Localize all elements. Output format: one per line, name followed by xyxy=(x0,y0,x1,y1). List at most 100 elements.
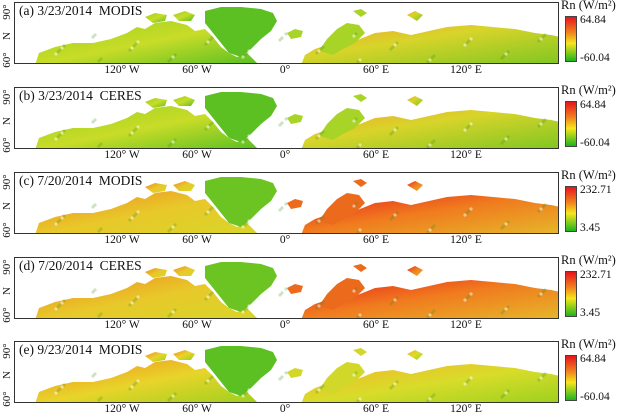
map-texture-dot xyxy=(352,373,356,377)
map-texture-dot xyxy=(358,313,362,317)
map-texture-dot xyxy=(58,48,62,52)
map-texture-dot xyxy=(62,129,66,133)
panel-title: (b) 3/23/2014 CERES xyxy=(19,88,142,103)
arctic-island xyxy=(173,266,195,276)
map-texture-dot xyxy=(467,378,471,382)
colorbar-min-label: 3.45 xyxy=(580,222,601,234)
map-frame: (a) 3/23/2014 MODIS xyxy=(14,2,559,64)
map-texture-dot xyxy=(60,301,64,305)
map-texture-dot xyxy=(136,125,140,129)
map-texture-dot xyxy=(278,38,282,42)
map-texture-dot xyxy=(354,287,358,291)
longitude-tick-label: 0° xyxy=(279,319,291,331)
map-texture-dot xyxy=(391,300,395,304)
map-texture-dot xyxy=(391,45,395,49)
map-texture-dot xyxy=(393,298,397,302)
map-texture-dot xyxy=(389,302,393,306)
map-texture-dot xyxy=(206,125,210,129)
map-texture-dot xyxy=(245,306,249,310)
latitude-axis: 90° N 60° xyxy=(1,87,13,152)
map-texture-dot xyxy=(354,32,358,36)
map-texture-dot xyxy=(93,372,97,376)
map-texture-dot xyxy=(58,218,62,222)
map-texture-dot xyxy=(282,204,286,208)
map-texture-dot xyxy=(99,227,103,231)
map-texture-dot xyxy=(432,224,436,228)
map-texture-dot xyxy=(537,294,541,298)
map-texture-dot xyxy=(430,141,434,145)
map-texture-dot xyxy=(171,225,175,229)
map-texture-dot xyxy=(319,47,323,51)
map-texture-dot xyxy=(469,207,473,211)
map-texture-dot xyxy=(317,134,321,138)
map-texture-dot xyxy=(430,56,434,60)
map-texture-dot xyxy=(173,223,177,227)
map-texture-dot xyxy=(539,292,543,296)
longitude-tick-label: 120° E xyxy=(450,149,482,161)
map-texture-dot xyxy=(319,217,323,221)
map-texture-dot xyxy=(241,225,245,229)
map-texture-dot xyxy=(539,37,543,41)
arctic-island xyxy=(407,181,423,191)
longitude-tick-label: 120° E xyxy=(450,234,482,246)
map-texture-dot xyxy=(173,308,177,312)
map-texture-dot xyxy=(93,203,97,207)
map-texture-dot xyxy=(54,52,58,56)
map-texture-dot xyxy=(280,206,284,210)
longitude-tick-label: 120° W xyxy=(104,234,140,246)
arctic-island xyxy=(407,96,423,106)
map-texture-dot xyxy=(243,138,247,142)
colorbar-unit-label: Rn (W/m²) xyxy=(561,253,616,267)
map-texture-dot xyxy=(247,304,251,308)
map-texture-dot xyxy=(169,312,173,316)
map-texture-dot xyxy=(463,128,467,132)
map-texture-dot xyxy=(280,291,284,295)
map-texture-dot xyxy=(60,216,64,220)
map-texture-dot xyxy=(241,394,245,398)
panel-title: (a) 3/23/2014 MODIS xyxy=(19,3,143,18)
map-texture-dot xyxy=(62,299,66,303)
map-texture-dot xyxy=(356,315,360,318)
map-texture-dot xyxy=(134,42,138,46)
map-texture-dot xyxy=(463,43,467,47)
colorbar-max-label: 64.84 xyxy=(580,353,606,365)
map-texture-dot xyxy=(393,128,397,132)
map-texture-dot xyxy=(391,215,395,219)
map-texture-dot xyxy=(130,131,134,135)
map-frame: (b) 3/23/2014 CERES xyxy=(14,87,559,149)
map-texture-dot xyxy=(465,380,469,384)
latitude-tick-label: 90° xyxy=(1,259,13,275)
latitude-tick-label: N xyxy=(1,32,13,40)
map-texture-dot xyxy=(167,144,171,148)
map-texture-dot xyxy=(543,372,547,376)
map-texture-dot xyxy=(134,212,138,216)
map-texture-dot xyxy=(504,137,508,141)
map-texture-dot xyxy=(428,58,432,62)
colorbar-max-label: 64.84 xyxy=(580,99,606,111)
map-texture-dot xyxy=(393,43,397,47)
map-texture-dot xyxy=(171,394,175,398)
map-panel: 90° N 60° (c) 7/20/2014 MODIS 120° W 60° W 0° 6… xyxy=(0,168,627,250)
map-texture-dot xyxy=(99,396,103,400)
arctic-island xyxy=(145,13,167,23)
map-texture-dot xyxy=(173,138,177,142)
map-texture-dot xyxy=(465,296,469,300)
map-texture-dot xyxy=(97,229,101,233)
map-texture-dot xyxy=(54,307,58,311)
longitude-tick-label: 60° W xyxy=(182,403,212,415)
map-texture-dot xyxy=(247,49,251,53)
longitude-tick-label: 60° E xyxy=(363,234,389,246)
map-texture-dot xyxy=(356,145,360,148)
map-texture-dot xyxy=(210,375,214,379)
map-texture-dot xyxy=(537,124,541,128)
longitude-tick-label: 60° E xyxy=(363,64,389,76)
map-texture-dot xyxy=(204,297,208,301)
arctic-island xyxy=(145,183,167,193)
map-texture-dot xyxy=(315,306,319,310)
latitude-tick-label: 90° xyxy=(1,89,13,105)
map-texture-dot xyxy=(54,222,58,226)
north-america-landmass xyxy=(35,106,257,148)
map-texture-dot xyxy=(354,202,358,206)
map-texture-dot xyxy=(210,121,214,125)
map-texture-dot xyxy=(60,131,64,135)
